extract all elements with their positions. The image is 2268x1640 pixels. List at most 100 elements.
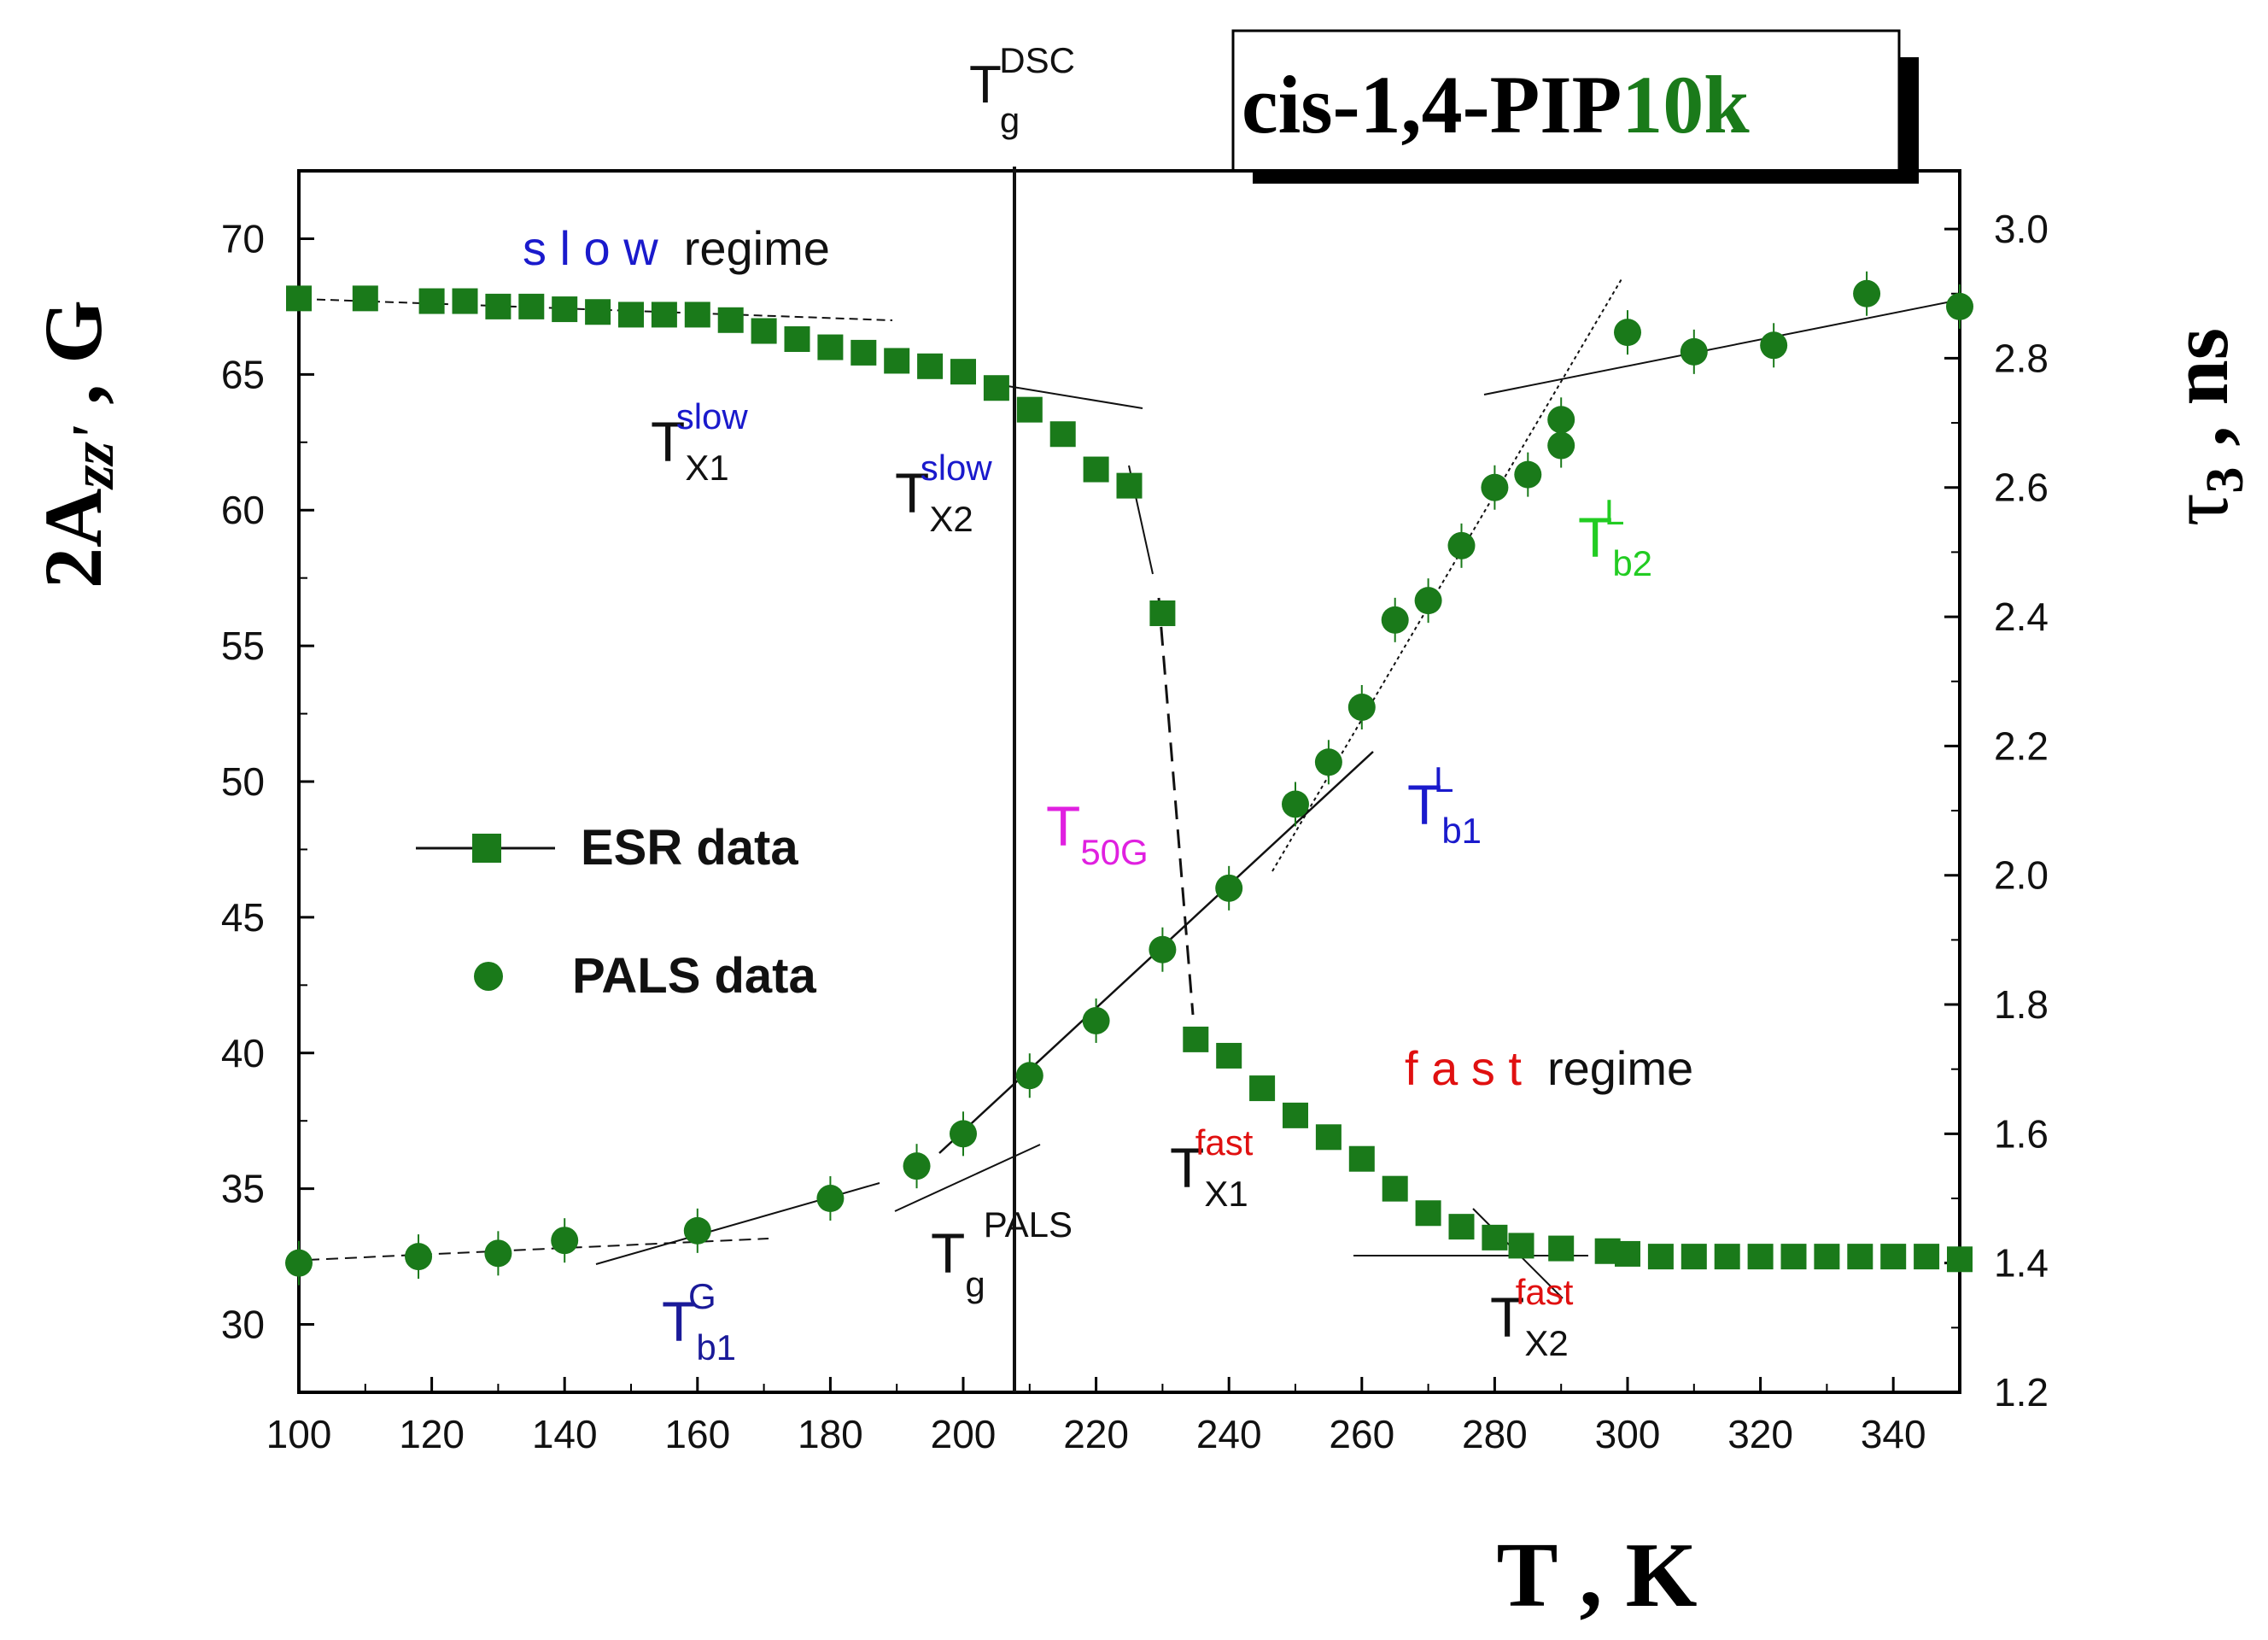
x-tick-label: 300 bbox=[1595, 1412, 1661, 1456]
esr-point bbox=[1615, 1240, 1640, 1267]
pals-point bbox=[1614, 319, 1641, 347]
esr-point bbox=[884, 348, 910, 374]
pals-point bbox=[1547, 431, 1575, 460]
pals-point bbox=[1481, 473, 1509, 501]
x-axis-title: T , K bbox=[1496, 1525, 1697, 1626]
pals-point bbox=[950, 1120, 977, 1148]
esr-point bbox=[518, 293, 545, 319]
left-tick-label: 45 bbox=[221, 895, 265, 940]
pals-point bbox=[1381, 606, 1409, 634]
tx1-fast-label: TX1fast bbox=[1170, 1122, 1254, 1214]
esr-point bbox=[751, 318, 777, 344]
plot-frame bbox=[297, 169, 1961, 1394]
t50g-label: T50G bbox=[1046, 794, 1149, 872]
x-tick-label: 100 bbox=[266, 1412, 332, 1456]
left-tick-label: 55 bbox=[221, 624, 265, 668]
tx2-fast-label: TX2fast bbox=[1490, 1272, 1574, 1363]
pals-point bbox=[405, 1243, 433, 1271]
left-tick-label: 40 bbox=[221, 1031, 265, 1075]
pals-point bbox=[1680, 337, 1708, 366]
esr-point bbox=[684, 302, 710, 328]
esr-point bbox=[1315, 1124, 1342, 1151]
x-tick-label: 320 bbox=[1727, 1412, 1793, 1456]
esr-point bbox=[1049, 421, 1076, 448]
pals-point bbox=[1760, 331, 1788, 360]
legend: ESR data PALS data bbox=[416, 820, 816, 1004]
right-tick-label: 2.8 bbox=[1994, 336, 2049, 380]
esr-point bbox=[1548, 1235, 1575, 1262]
esr-point bbox=[1183, 1026, 1209, 1052]
esr-point bbox=[1714, 1244, 1740, 1270]
esr-point bbox=[1249, 1075, 1276, 1102]
tb1-g-label: Tb1G bbox=[662, 1276, 736, 1368]
esr-point bbox=[1382, 1175, 1408, 1202]
chart-title-box: cis-1,4-PIP10k bbox=[1231, 29, 1919, 184]
slow-regime-label: s l o w regime bbox=[523, 221, 830, 275]
x-tick-label: 160 bbox=[664, 1412, 730, 1456]
esr-point bbox=[717, 307, 744, 333]
esr-point bbox=[1149, 600, 1176, 626]
esr-point bbox=[1947, 1246, 1973, 1273]
esr-point bbox=[418, 288, 445, 314]
esr-point bbox=[1747, 1244, 1774, 1270]
esr-point bbox=[784, 326, 810, 353]
fast-regime-label: f a s t regime bbox=[1405, 1041, 1693, 1095]
left-tick-label: 30 bbox=[221, 1303, 265, 1347]
left-axis-title: 2Azz' , G bbox=[27, 300, 126, 589]
esr-point bbox=[452, 288, 478, 314]
left-tick-label: 65 bbox=[221, 352, 265, 396]
pals-point bbox=[1946, 292, 1973, 320]
x-tick-label: 140 bbox=[532, 1412, 598, 1456]
pals-point bbox=[1282, 790, 1309, 818]
esr-point bbox=[983, 375, 1009, 401]
x-tick-label: 240 bbox=[1196, 1412, 1262, 1456]
esr-point bbox=[1083, 456, 1109, 483]
esr-point bbox=[352, 285, 378, 312]
x-tick-label: 180 bbox=[798, 1412, 863, 1456]
tb2-l-label: Tb2L bbox=[1578, 492, 1652, 583]
esr-point bbox=[585, 299, 611, 325]
esr-point bbox=[1016, 396, 1043, 423]
x-tick-label: 200 bbox=[931, 1412, 997, 1456]
esr-series bbox=[286, 285, 1973, 1273]
right-tick-label: 1.2 bbox=[1994, 1370, 2049, 1414]
esr-point bbox=[1448, 1214, 1475, 1240]
esr-point bbox=[1415, 1200, 1441, 1227]
esr-point bbox=[1116, 472, 1143, 499]
esr-point bbox=[1681, 1244, 1707, 1270]
legend-pals-marker bbox=[474, 962, 503, 991]
right-axis-ticks: 1.2 1.4 1.6 1.8 2.0 2.2 2.4 2.6 2.8 3.0 bbox=[1944, 207, 2049, 1414]
esr-point bbox=[1880, 1244, 1907, 1270]
esr-point bbox=[950, 359, 976, 385]
left-axis-ticks: 30 35 40 45 50 55 60 65 70 bbox=[221, 170, 314, 1393]
esr-point bbox=[1647, 1244, 1674, 1270]
esr-point bbox=[1814, 1244, 1840, 1270]
pals-point bbox=[1514, 460, 1542, 489]
x-tick-label: 280 bbox=[1462, 1412, 1528, 1456]
right-tick-label: 2.6 bbox=[1994, 466, 2049, 510]
left-tick-label: 60 bbox=[221, 488, 265, 532]
left-tick-label: 70 bbox=[221, 216, 265, 261]
right-tick-label: 1.6 bbox=[1994, 1111, 2049, 1156]
esr-point bbox=[286, 285, 312, 312]
esr-point bbox=[485, 293, 511, 319]
esr-point bbox=[552, 296, 578, 323]
esr-point bbox=[1348, 1145, 1375, 1172]
pals-point bbox=[484, 1239, 512, 1268]
esr-point bbox=[1847, 1244, 1873, 1270]
pals-point bbox=[1314, 748, 1342, 776]
tx2-slow-label: TX2slow bbox=[895, 448, 992, 539]
pals-point bbox=[1547, 406, 1575, 434]
esr-point bbox=[1780, 1244, 1807, 1270]
pals-point bbox=[1149, 935, 1177, 964]
tg-pals-label: TgPALS bbox=[931, 1204, 1073, 1304]
esr-point bbox=[1216, 1042, 1242, 1069]
pals-point bbox=[816, 1185, 845, 1213]
x-axis-ticks: 100 120 140 160 180 200 220 240 260 280 300 320 340 bbox=[266, 1377, 1926, 1456]
slow-decay-fit-line bbox=[1007, 385, 1143, 409]
x-tick-label: 120 bbox=[399, 1412, 465, 1456]
t50g-transition-line bbox=[1157, 597, 1195, 1016]
left-tick-label: 35 bbox=[221, 1167, 265, 1211]
legend-pals-label: PALS data bbox=[572, 948, 816, 1004]
